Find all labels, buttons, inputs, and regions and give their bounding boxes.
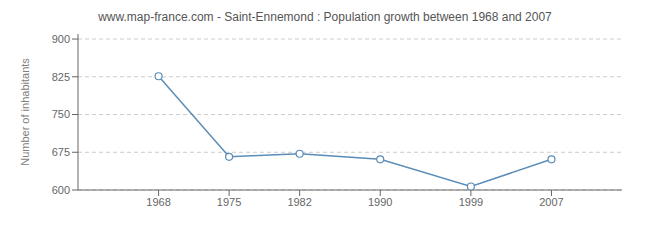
- svg-text:2007: 2007: [539, 196, 563, 208]
- svg-text:900: 900: [52, 33, 70, 45]
- svg-text:Number of inhabitants: Number of inhabitants: [19, 58, 31, 166]
- html-text:www.map-france.com - Saint-Enn: www.map-france.com - Saint-Ennemond : Po…: [98, 10, 552, 24]
- svg-text:1975: 1975: [217, 196, 241, 208]
- svg-text:1999: 1999: [459, 196, 483, 208]
- svg-text:825: 825: [52, 71, 70, 83]
- svg-text:600: 600: [52, 184, 70, 196]
- svg-text:750: 750: [52, 108, 70, 120]
- svg-text:1968: 1968: [146, 196, 170, 208]
- svg-text:1982: 1982: [287, 196, 311, 208]
- svg-text:1990: 1990: [368, 196, 392, 208]
- svg-text:675: 675: [52, 146, 70, 158]
